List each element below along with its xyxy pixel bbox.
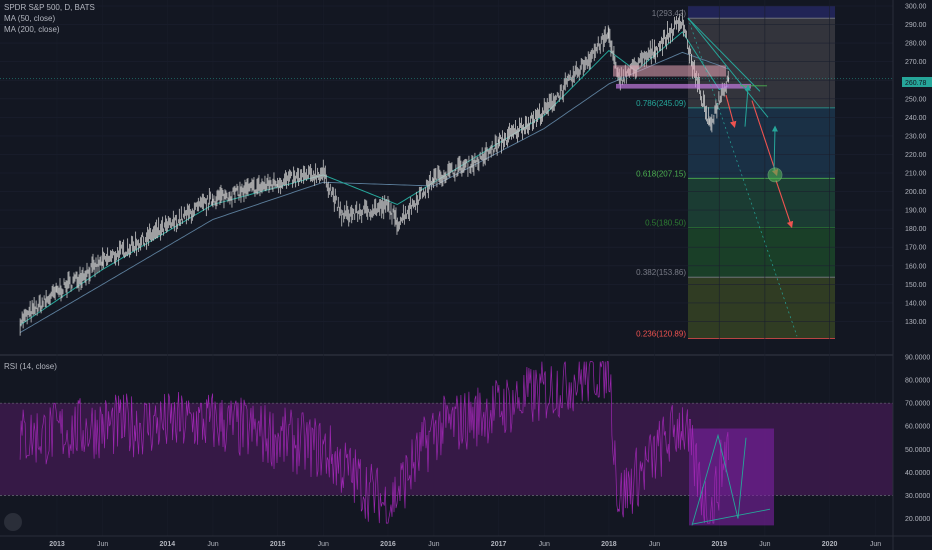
price-tick-label: 280.00: [905, 41, 927, 48]
fib-level-label: 0.382(153.86): [636, 268, 686, 277]
time-tick-label: 2018: [601, 541, 617, 548]
rsi-tick-label: 30.0000: [905, 493, 930, 500]
fib-zone: [688, 178, 835, 228]
fib-level-label: 0.5(180.50): [645, 219, 686, 228]
time-tick-label: Jun: [428, 541, 439, 548]
price-tick-label: 210.00: [905, 171, 927, 178]
price-tick-label: 130.00: [905, 319, 927, 326]
fib-zone: [688, 277, 835, 339]
current-price-label: 260.78: [905, 80, 927, 87]
time-tick-label: 2014: [160, 541, 176, 548]
symbol-legend[interactable]: SPDR S&P 500, D, BATS: [4, 3, 95, 12]
resistance-zone: [613, 65, 726, 77]
price-tick-label: 150.00: [905, 282, 927, 289]
time-tick-label: Jun: [539, 541, 550, 548]
time-tick-label: Jun: [870, 541, 881, 548]
price-tick-label: 240.00: [905, 115, 927, 122]
target-circle: [767, 167, 783, 183]
rsi-pattern-line: [691, 433, 747, 526]
time-tick-label: Jun: [207, 541, 218, 548]
rsi-tick-label: 70.0000: [905, 401, 930, 408]
rsi-divergence-line: [691, 508, 771, 525]
time-tick-label: 2017: [491, 541, 507, 548]
current-price-tag: 260.78: [902, 77, 932, 87]
price-tick-label: 300.00: [905, 4, 927, 11]
time-tick-label: 2016: [380, 541, 396, 548]
projection-line: [687, 18, 798, 337]
price-tick-label: 230.00: [905, 133, 927, 140]
rsi-tick-label: 20.0000: [905, 516, 930, 523]
ma50-legend[interactable]: MA (50, close): [4, 14, 56, 23]
price-tick-label: 220.00: [905, 152, 927, 159]
price-tick-label: 140.00: [905, 300, 927, 307]
up-arrow: [744, 84, 751, 127]
rsi-tick-label: 80.0000: [905, 378, 930, 385]
trendline: [687, 17, 769, 118]
fib-level-label: 1(293.42): [652, 9, 687, 18]
down-arrow: [751, 100, 779, 177]
rsi-tick-label: 40.0000: [905, 470, 930, 477]
rsi-tick-label: 90.0000: [905, 355, 930, 362]
price-tick-label: 180.00: [905, 226, 927, 233]
price-tick-label: 160.00: [905, 263, 927, 270]
rsi-line-path: [19, 361, 729, 524]
price-tick-label: 200.00: [905, 189, 927, 196]
rsi-tick-label: 50.0000: [905, 447, 930, 454]
rsi-line: [19, 361, 729, 524]
fib-level-label: 0.786(245.09): [636, 99, 686, 108]
ma200-line: [19, 51, 729, 333]
support-zone: [616, 83, 751, 89]
fib-zone: [688, 227, 835, 278]
price-tick-label: 270.00: [905, 59, 927, 66]
price-tick-label: 190.00: [905, 208, 927, 215]
time-tick-label: Jun: [97, 541, 108, 548]
down-arrow: [775, 180, 794, 229]
price-tick-label: 170.00: [905, 245, 927, 252]
time-tick-label: 2020: [822, 541, 838, 548]
price-tick-label: 250.00: [905, 96, 927, 103]
price-series: [19, 9, 730, 336]
trendline: [687, 17, 761, 92]
fibonacci-labels: 1(293.42) 0.786(245.09) 0.618(207.15) 0.5(1…: [636, 9, 686, 338]
fib-zone-top: [688, 6, 835, 19]
ma200-legend[interactable]: MA (200, close): [4, 25, 60, 34]
time-tick-label: 2015: [270, 541, 286, 548]
time-tick-label: Jun: [759, 541, 770, 548]
ma-line-path: [19, 51, 729, 333]
fibonacci-retracement[interactable]: [688, 6, 835, 339]
fib-zone: [688, 18, 835, 108]
price-tick-label: 290.00: [905, 22, 927, 29]
current-price-tag-bg: [902, 77, 932, 87]
rsi-tick-label: 60.0000: [905, 424, 930, 431]
down-arrow: [725, 94, 737, 128]
time-tick-label: 2019: [711, 541, 727, 548]
price-axis[interactable]: 300.00290.00280.00270.00260.00250.00240.…: [892, 0, 932, 550]
axis-background: [893, 0, 932, 550]
fib-level-label: 0.618(207.15): [636, 169, 686, 178]
time-tick-label: 2013: [49, 541, 65, 548]
tradingview-logo-icon[interactable]: [4, 513, 22, 531]
rsi-legend[interactable]: RSI (14, close): [4, 362, 57, 371]
up-arrow: [771, 125, 778, 172]
time-axis[interactable]: 2013 Jun 2014 Jun 2015 Jun 2016 Jun 2017 Jun 2018 J…: [0, 535, 932, 548]
time-tick-label: Jun: [649, 541, 660, 548]
time-tick-label: Jun: [318, 541, 329, 548]
rsi-axis[interactable]: 90.0000 80.0000 70.0000 60.0000 50.0000 40.00…: [905, 355, 930, 523]
fib-level-label: 0.236(120.89): [636, 329, 686, 338]
drawings[interactable]: [0, 17, 893, 526]
